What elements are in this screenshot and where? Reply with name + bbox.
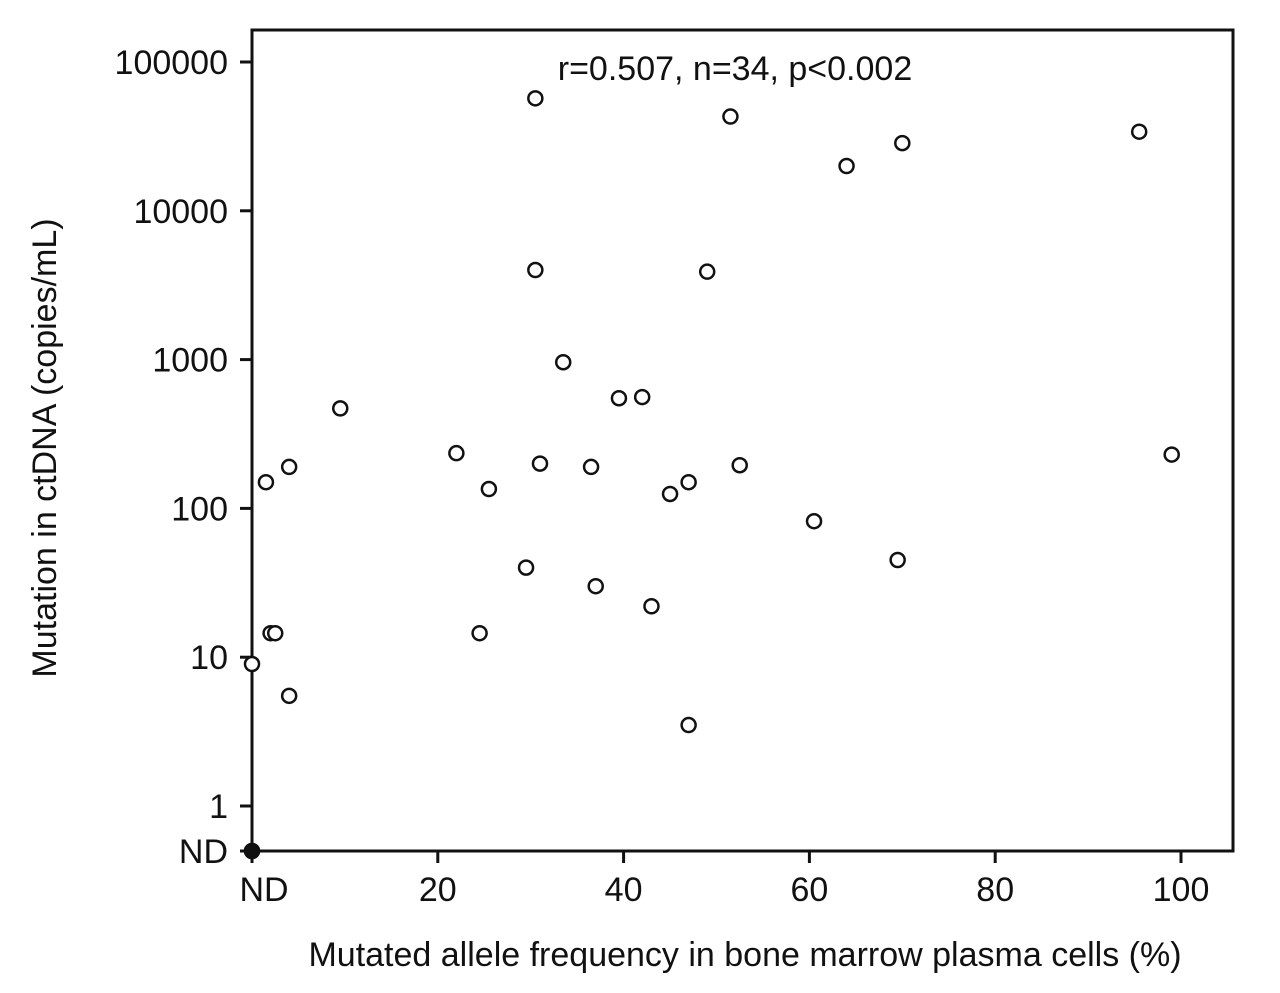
data-point <box>243 842 261 860</box>
data-point <box>480 480 498 498</box>
data-point <box>805 512 823 530</box>
data-point <box>643 597 660 615</box>
x-tick-label: 40 <box>605 871 643 909</box>
y-tick-label: 1 <box>209 788 228 826</box>
x-axis-label: Mutated allele frequency in bone marrow … <box>308 936 1181 974</box>
data-point <box>517 559 535 576</box>
data-point <box>257 473 275 491</box>
data-point <box>1163 446 1180 463</box>
y-tick-label: 10 <box>190 639 228 677</box>
data-point <box>1130 123 1148 140</box>
y-axis: ND 1 10 100 1000 10000 100000 <box>115 44 252 871</box>
y-tick-label: 100 <box>171 490 228 528</box>
data-point <box>661 485 679 503</box>
x-tick-label: 60 <box>790 871 828 909</box>
data-point <box>582 458 600 476</box>
y-tick-label: 10000 <box>133 193 228 231</box>
data-point <box>587 577 604 595</box>
data-point <box>889 551 906 569</box>
data-point <box>527 90 544 107</box>
chart-annotation: r=0.507, n=34, p<0.002 <box>558 50 912 88</box>
y-tick-label: ND <box>179 833 228 871</box>
data-point <box>722 108 739 125</box>
x-tick-label: ND <box>239 871 288 909</box>
data-point <box>527 261 544 279</box>
data-point <box>838 157 855 175</box>
data-points <box>243 90 1180 860</box>
x-tick-label: 20 <box>419 871 457 909</box>
data-point <box>280 458 298 476</box>
data-point <box>680 473 697 491</box>
x-tick-label: 100 <box>1153 871 1210 909</box>
data-point <box>332 400 349 417</box>
data-point <box>471 624 488 642</box>
data-point <box>698 263 716 280</box>
plot-frame <box>250 28 1235 853</box>
data-point <box>266 624 284 642</box>
y-tick-label: 1000 <box>152 342 228 380</box>
data-point <box>531 455 549 472</box>
data-point <box>554 353 572 371</box>
y-axis-label: Mutation in ctDNA (copies/mL) <box>26 218 64 677</box>
data-point <box>243 655 261 673</box>
data-point <box>448 444 465 462</box>
data-point <box>280 687 298 705</box>
data-point <box>894 134 911 152</box>
x-tick-label: 80 <box>976 871 1014 909</box>
data-point <box>610 389 628 407</box>
data-point <box>633 388 651 406</box>
y-tick-label: 100000 <box>115 44 228 82</box>
data-point <box>680 716 697 734</box>
x-axis: ND 20 40 60 80 100 <box>239 851 1209 909</box>
data-point <box>731 456 748 474</box>
